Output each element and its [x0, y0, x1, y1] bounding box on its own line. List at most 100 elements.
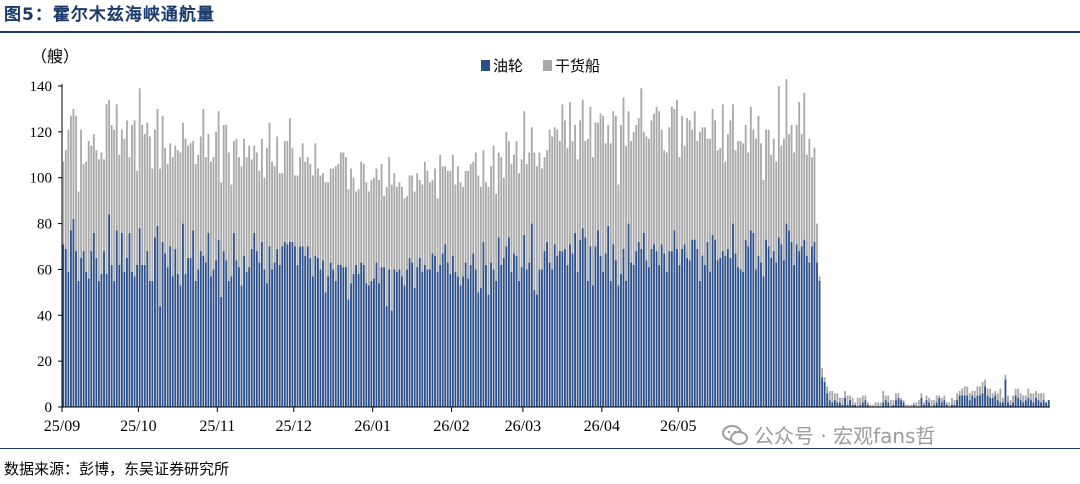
bar-dry: [803, 92, 806, 240]
bar-oil: [250, 248, 253, 407]
bar-dry: [900, 397, 902, 401]
bar-dry: [342, 152, 345, 268]
bar-dry: [406, 196, 408, 270]
bar-dry: [319, 175, 322, 270]
bar-dry: [678, 157, 681, 265]
bar-oil: [113, 280, 116, 407]
bar-oil: [589, 246, 592, 407]
bar-oil: [811, 246, 813, 407]
x-tick-label: 25/11: [199, 418, 235, 435]
bar-oil: [923, 404, 925, 407]
bar-dry: [146, 122, 149, 252]
bar-dry: [620, 124, 622, 275]
bar-dry: [225, 124, 228, 261]
bar-dry: [299, 157, 301, 247]
bar-oil: [994, 395, 997, 407]
bar-dry: [973, 390, 976, 398]
bar-oil: [245, 271, 248, 407]
bar-dry: [1009, 400, 1012, 405]
bar-oil: [360, 262, 363, 407]
bar-oil: [1045, 402, 1048, 407]
bar-oil: [790, 241, 793, 407]
legend-swatch-oil: [481, 60, 490, 71]
bar-dry: [403, 198, 406, 286]
bar-dry: [782, 138, 785, 261]
bar-dry: [115, 104, 118, 231]
bar-dry: [994, 390, 997, 396]
bar-dry: [166, 163, 169, 268]
bar-oil: [691, 239, 694, 407]
bar-oil: [235, 260, 238, 407]
bar-oil: [958, 395, 961, 407]
bar-oil: [696, 248, 699, 407]
bar-oil: [215, 260, 217, 407]
bar-oil: [378, 283, 380, 407]
bar-dry: [485, 182, 487, 265]
bar-oil: [434, 255, 436, 407]
bar-oil: [75, 251, 77, 407]
bar-dry: [518, 173, 520, 281]
bar-dry: [698, 131, 701, 281]
bar-dry: [126, 120, 128, 258]
bar-oil: [597, 230, 599, 407]
bar-dry: [291, 147, 294, 242]
chart-legend: 油轮 干货船: [481, 58, 600, 75]
bar-dry: [760, 143, 762, 263]
bar-dry: [238, 157, 240, 268]
bar-dry: [120, 129, 123, 233]
bar-oil: [126, 257, 128, 407]
bar-oil: [1042, 400, 1045, 407]
bar-dry: [286, 141, 289, 245]
bar-dry: [431, 180, 434, 254]
bar-oil: [839, 402, 841, 407]
bar-oil: [655, 251, 658, 407]
bar-oil: [82, 251, 85, 407]
bar-oil: [260, 241, 263, 407]
bar-dry: [981, 381, 984, 394]
bar-oil: [777, 237, 780, 407]
bar-oil: [928, 402, 930, 407]
bar-oil: [831, 402, 834, 407]
bar-dry: [502, 177, 505, 258]
bar-dry: [1007, 395, 1009, 403]
bar-dry: [451, 154, 454, 256]
bar-dry: [457, 166, 459, 277]
bar-oil: [716, 260, 719, 407]
bar-oil: [688, 260, 691, 407]
bar-oil: [920, 397, 923, 407]
bar-dry: [831, 390, 834, 403]
x-axis: 25/09 25/10 25/11 25/12 26/01 26/02 26/03 26/04…: [44, 406, 1050, 435]
bar-oil: [739, 269, 742, 407]
bar-dry: [174, 145, 177, 249]
bar-dry: [622, 97, 625, 249]
bar-oil: [701, 255, 704, 407]
bar-oil: [620, 274, 622, 407]
bar-oil: [441, 253, 444, 407]
bar-dry: [327, 182, 330, 277]
bar-dry: [579, 120, 582, 240]
bar-dry: [72, 108, 75, 219]
bar-oil: [546, 241, 548, 407]
bar-dry: [795, 124, 798, 245]
bar-dry: [889, 400, 892, 407]
bar-dry: [258, 170, 261, 263]
bar-oil: [757, 255, 760, 407]
bar-oil: [276, 248, 279, 407]
bar-dry: [1029, 393, 1032, 401]
bar-dry: [1032, 393, 1035, 403]
bar-oil: [294, 246, 296, 407]
bar-dry: [721, 104, 724, 252]
bar-dry: [1040, 393, 1042, 403]
source-note: 数据来源：彭博，东吴证券研究所: [4, 460, 230, 478]
bar-dry: [938, 395, 941, 398]
bar-oil: [403, 285, 406, 407]
bar-dry: [953, 400, 956, 405]
bar-dry: [754, 138, 757, 270]
bar-oil: [497, 237, 500, 407]
bar-oil: [742, 271, 745, 407]
bar-oil: [355, 264, 358, 407]
bar-dry: [821, 368, 824, 378]
bar-oil: [586, 280, 589, 407]
bar-dry: [897, 393, 900, 398]
bar-oil: [146, 251, 149, 407]
